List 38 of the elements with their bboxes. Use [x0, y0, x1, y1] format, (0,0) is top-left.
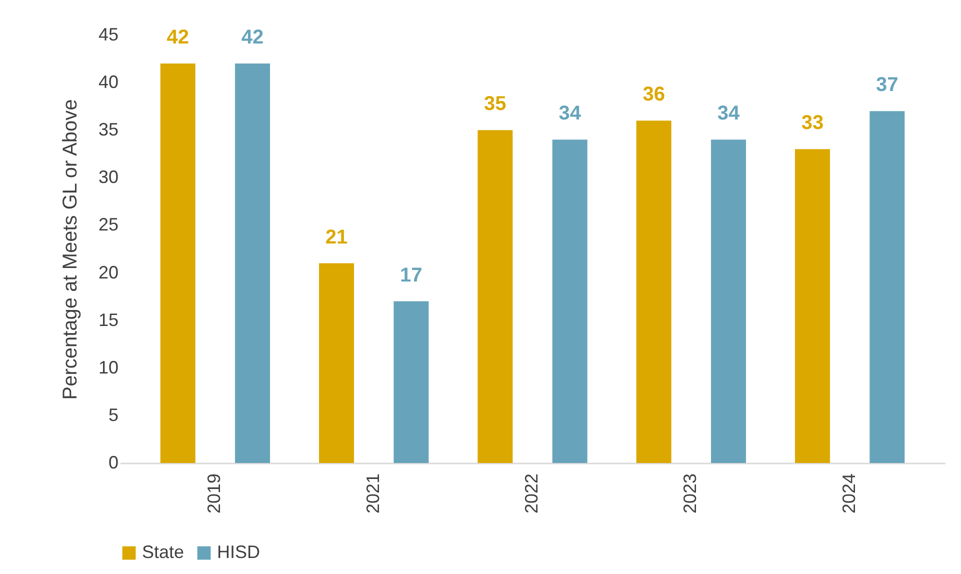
data-label: 17: [400, 264, 422, 286]
y-tick-label: 35: [98, 120, 118, 140]
bar: [394, 301, 429, 463]
bar: [636, 120, 672, 463]
bar: [870, 111, 905, 463]
data-label: 34: [558, 102, 582, 125]
bar: [160, 64, 196, 463]
data-label: 37: [876, 74, 898, 96]
bar: [319, 263, 354, 463]
data-label: 42: [166, 26, 189, 49]
x-tick-label: 2019: [204, 474, 224, 514]
x-tick-label: 2024: [838, 474, 859, 514]
y-axis-title: Percentage at Meets GL or Above: [59, 99, 82, 400]
y-tick-label: 15: [98, 310, 118, 330]
y-tick-label: 45: [98, 24, 118, 44]
x-tick-label: 2023: [680, 474, 700, 514]
bar: [794, 149, 830, 463]
y-tick-label: 30: [98, 167, 118, 188]
x-tick-label: 2022: [522, 474, 542, 514]
data-label: 21: [325, 226, 348, 248]
x-tick-label: 2021: [362, 474, 383, 514]
data-label: 42: [241, 26, 264, 49]
bar: [710, 140, 746, 463]
y-tick-label: 5: [108, 404, 118, 425]
y-tick-label: 25: [98, 214, 118, 235]
legend-label: HISD: [217, 542, 260, 562]
bar: [235, 64, 270, 463]
data-label: 33: [801, 112, 824, 134]
data-label: 35: [484, 93, 506, 116]
legend-label: State: [142, 542, 184, 562]
y-tick-label: 20: [98, 262, 118, 282]
bar: [552, 140, 588, 463]
bar: [478, 130, 513, 463]
y-tick-label: 40: [98, 72, 118, 92]
data-label: 36: [642, 84, 665, 106]
data-label: 34: [717, 102, 740, 125]
y-tick-label: 0: [108, 452, 118, 472]
y-tick-label: 10: [98, 357, 118, 378]
